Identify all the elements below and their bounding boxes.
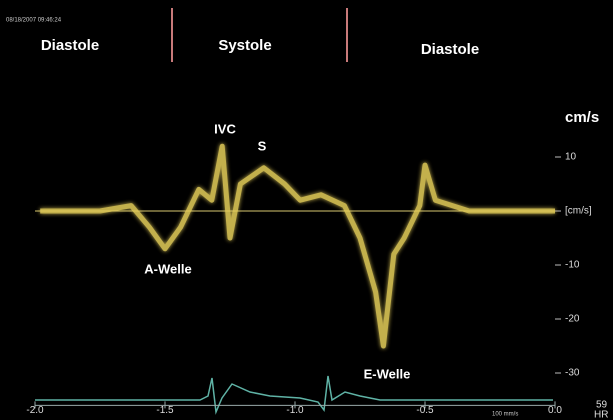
x-tick-label: -1.0 <box>286 405 304 416</box>
phase-label: Diastole <box>41 37 99 54</box>
heart-rate-unit: HR <box>594 410 608 420</box>
annotation: E-Welle <box>364 366 411 381</box>
x-tick-label: -2.0 <box>26 405 44 416</box>
x-tick-label: 0.0 <box>548 405 562 416</box>
y-tick-label: [cm/s] <box>565 206 592 217</box>
x-tick-label: -0.5 <box>416 405 434 416</box>
doppler-screen: 08/18/2007 09:46:24 Diastole Systole Dia… <box>0 0 613 420</box>
x-tick-label: -1.5 <box>156 405 174 416</box>
phase-label: Diastole <box>421 41 479 58</box>
annotation: S <box>258 138 267 153</box>
y-tick-label: -30 <box>565 368 580 379</box>
sweep-label: 100 mm/s <box>492 412 518 418</box>
y-tick-label: -20 <box>565 314 580 325</box>
timestamp: 08/18/2007 09:46:24 <box>6 18 62 24</box>
annotation: IVC <box>214 121 236 136</box>
y-tick-label: -10 <box>565 260 580 271</box>
annotation: A-Welle <box>144 261 191 276</box>
phase-label: Systole <box>218 37 271 54</box>
y-axis-label: cm/s <box>565 109 599 126</box>
y-tick-label: 10 <box>565 152 577 163</box>
